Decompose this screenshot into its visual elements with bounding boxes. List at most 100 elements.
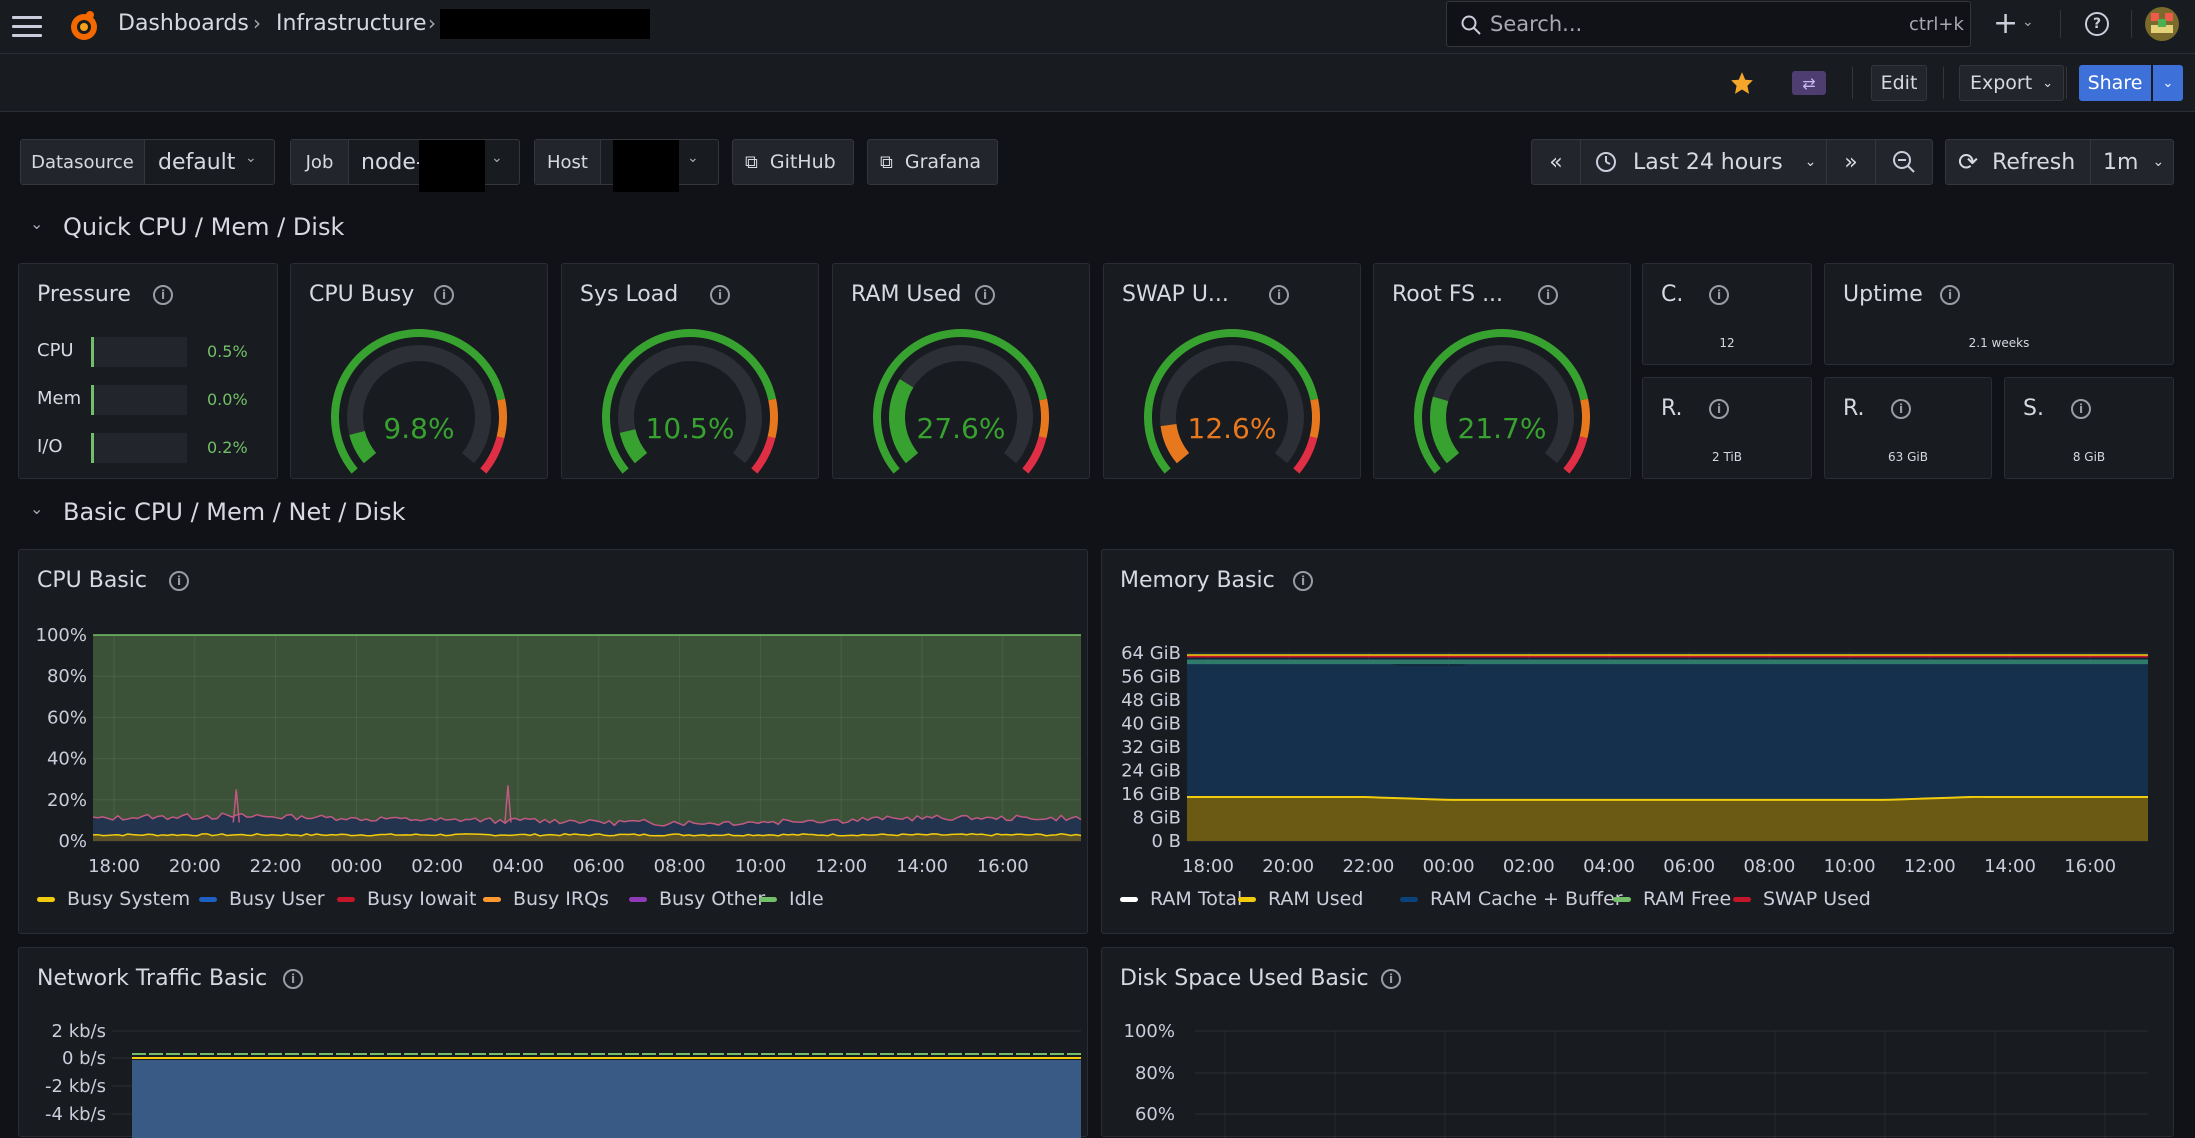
link-github[interactable]: ⧉ GitHub xyxy=(732,139,854,185)
info-icon[interactable]: i xyxy=(1891,399,1911,419)
info-icon[interactable]: i xyxy=(434,285,454,305)
info-icon[interactable]: i xyxy=(975,285,995,305)
info-icon[interactable]: i xyxy=(153,285,173,305)
grafana-logo-icon[interactable] xyxy=(66,8,102,44)
panel-title[interactable]: Pressure xyxy=(37,282,131,307)
network-basic-panel: Network Traffic Basic i 2 kb/s 0 b/s -2 kb… xyxy=(18,947,1089,1138)
panel-title[interactable]: Root FS ... xyxy=(1392,282,1504,307)
panel-title[interactable]: Memory Basic xyxy=(1120,568,1275,593)
breadcrumb-dashboards[interactable]: Dashboards xyxy=(118,11,249,36)
info-icon[interactable]: i xyxy=(1940,285,1960,305)
share-dropdown-button[interactable]: ⌄ xyxy=(2153,65,2183,101)
export-button[interactable]: Export ⌄ xyxy=(1959,65,2064,101)
gauge-panel: RAM Used i 27.6% xyxy=(832,263,1090,479)
pressure-bar xyxy=(91,337,187,367)
legend-item[interactable]: RAM Used xyxy=(1238,888,1363,910)
panel-title[interactable]: Uptime xyxy=(1843,282,1923,307)
edit-button[interactable]: Edit xyxy=(1871,65,1927,101)
pressure-value: 0.5% xyxy=(207,342,248,361)
panel-title[interactable]: S. xyxy=(2023,396,2044,421)
series-spike xyxy=(504,785,512,823)
chevron-down-icon[interactable]: ⌄ xyxy=(245,150,257,166)
info-icon[interactable]: i xyxy=(1293,571,1313,591)
gauge-threshold-orange xyxy=(1579,398,1590,439)
info-icon[interactable]: i xyxy=(1381,969,1401,989)
panel-title[interactable]: CPU Basic xyxy=(37,568,147,593)
info-icon[interactable]: i xyxy=(2071,399,2091,419)
collapse-chevron-icon[interactable]: ⌄ xyxy=(30,214,44,233)
info-icon[interactable]: i xyxy=(169,571,189,591)
collapse-chevron-icon[interactable]: ⌄ xyxy=(30,499,44,518)
legend-item[interactable]: RAM Cache + Buffer xyxy=(1400,888,1623,910)
x-tick-label: 16:00 xyxy=(2064,856,2116,877)
zoom-out-button[interactable] xyxy=(1875,139,1933,185)
legend-item[interactable]: Busy Other xyxy=(629,888,765,910)
breadcrumb-infrastructure[interactable]: Infrastructure xyxy=(276,11,427,36)
panel-title[interactable]: R. xyxy=(1661,396,1683,421)
help-icon[interactable]: ? xyxy=(2085,12,2109,36)
info-icon[interactable]: i xyxy=(1709,285,1729,305)
cpu-basic-chart[interactable]: 0% 20% 40% 60% 80% 100% 18:00 20:00 22:00 00:00 02… xyxy=(19,550,1089,890)
panel-title[interactable]: RAM Used xyxy=(851,282,962,307)
info-icon[interactable]: i xyxy=(1709,399,1729,419)
top-nav: Dashboards › Infrastructure › Search... … xyxy=(0,0,2195,54)
panel-title[interactable]: Sys Load xyxy=(580,282,679,307)
link-grafana[interactable]: ⧉ Grafana xyxy=(867,139,998,185)
chevron-down-icon[interactable]: ⌄ xyxy=(2022,14,2034,30)
plus-icon[interactable]: + xyxy=(1993,6,2019,41)
x-tick-label: 16:00 xyxy=(977,856,1029,877)
legend-swatch xyxy=(37,896,55,902)
legend-label: RAM Free xyxy=(1643,888,1732,910)
legend-item[interactable]: RAM Free xyxy=(1613,888,1731,910)
var-datasource-select[interactable]: default xyxy=(158,150,236,175)
legend-item[interactable]: SWAP Used xyxy=(1733,888,1871,910)
legend-item[interactable]: Busy IRQs xyxy=(483,888,609,910)
pressure-value: 0.0% xyxy=(207,390,248,409)
menu-icon[interactable] xyxy=(12,14,42,38)
legend-item[interactable]: Idle xyxy=(759,888,824,910)
section-quick-title[interactable]: Quick CPU / Mem / Disk xyxy=(63,213,345,241)
y-tick-label: 80% xyxy=(1135,1063,1175,1084)
panel-title[interactable]: Network Traffic Basic xyxy=(37,966,268,991)
time-range-picker[interactable]: Last 24 hours ⌄ xyxy=(1580,139,1827,185)
gauge-threshold-red xyxy=(751,436,776,474)
legend-item[interactable]: Busy System xyxy=(37,888,190,910)
network-basic-chart[interactable]: 2 kb/s 0 b/s -2 kb/s -4 kb/s xyxy=(19,948,1089,1138)
time-shift-forward-button[interactable]: » xyxy=(1826,139,1876,185)
share-button[interactable]: Share xyxy=(2079,65,2151,101)
gauge-chart: 21.7% xyxy=(1414,329,1590,474)
legend-item[interactable]: Busy User xyxy=(199,888,325,910)
disk-basic-chart[interactable]: 100% 80% 60% xyxy=(1102,948,2175,1138)
gauge-value: 27.6% xyxy=(917,412,1006,445)
breadcrumb-redacted[interactable] xyxy=(440,9,650,39)
legend-label: Busy IRQs xyxy=(513,888,609,910)
gauge-panel: SWAP U... i 12.6% xyxy=(1103,263,1361,479)
section-basic-title[interactable]: Basic CPU / Mem / Net / Disk xyxy=(63,498,406,526)
legend-item[interactable]: RAM Total xyxy=(1120,888,1242,910)
x-tick-label: 02:00 xyxy=(411,856,463,877)
star-icon[interactable] xyxy=(1729,70,1755,96)
search-input[interactable]: Search... ctrl+k xyxy=(1446,1,1971,47)
avatar[interactable] xyxy=(2145,7,2179,41)
panel-title[interactable]: C. xyxy=(1661,282,1684,307)
info-icon[interactable]: i xyxy=(283,969,303,989)
public-dashboard-icon[interactable]: ⇄ xyxy=(1792,71,1826,95)
refresh-interval-picker[interactable]: 1m ⌄ xyxy=(2090,139,2174,185)
panel-title[interactable]: R. xyxy=(1843,396,1865,421)
chevron-down-icon[interactable]: ⌄ xyxy=(491,150,503,166)
legend-item[interactable]: Busy Iowait xyxy=(337,888,476,910)
var-job-select[interactable]: node- xyxy=(361,150,424,175)
redacted-block[interactable] xyxy=(613,140,679,192)
time-shift-back-button[interactable]: « xyxy=(1531,139,1581,185)
stat-panel-ram-total: R. i 63 GiB xyxy=(1824,377,1992,479)
info-icon[interactable]: i xyxy=(710,285,730,305)
refresh-button[interactable]: ⟳ Refresh xyxy=(1945,139,2091,185)
panel-title[interactable]: Disk Space Used Basic xyxy=(1120,966,1369,991)
panel-title[interactable]: SWAP U... xyxy=(1122,282,1229,307)
x-tick-label: 14:00 xyxy=(1984,856,2036,877)
chevron-down-icon[interactable]: ⌄ xyxy=(687,150,699,166)
info-icon[interactable]: i xyxy=(1269,285,1289,305)
panel-title[interactable]: CPU Busy xyxy=(309,282,415,307)
info-icon[interactable]: i xyxy=(1538,285,1558,305)
